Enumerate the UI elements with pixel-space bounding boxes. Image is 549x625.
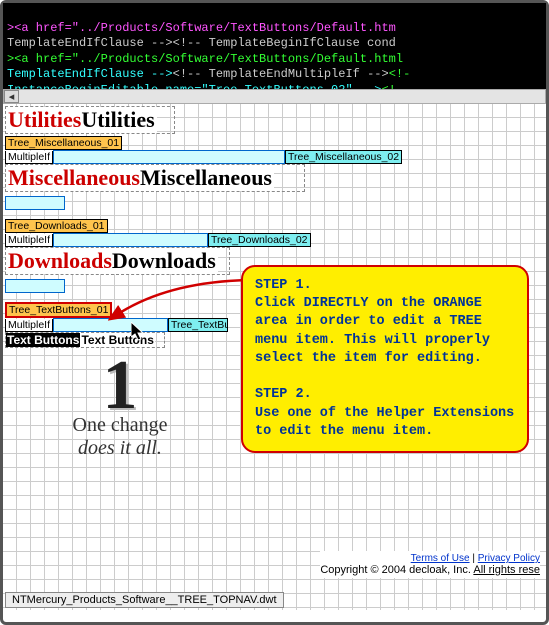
- copyright-text: Copyright © 2004 decloak, Inc.: [320, 564, 473, 576]
- tag-tree-downloads-01[interactable]: Tree_Downloads_01: [5, 219, 108, 233]
- multipleif-label: MultipleIf: [5, 151, 53, 164]
- instruction-callout: STEP 1. Click DIRECTLY on the ORANGE are…: [241, 265, 529, 453]
- code-line-5a: InstanceBeginEditable name="Tree_TextBut…: [7, 83, 381, 89]
- step1-body: Click DIRECTLY on the ORANGE area in ord…: [255, 295, 515, 368]
- textbuttons-selected[interactable]: Text Buttons: [6, 333, 80, 347]
- heading-utilities: UtilitiesUtilities: [6, 107, 157, 133]
- textbuttons-unselected: Text Buttons: [80, 333, 154, 347]
- step2-title: STEP 2.: [255, 386, 515, 404]
- terms-link[interactable]: Terms of Use: [411, 553, 470, 564]
- heading-downloads: DownloadsDownloads: [6, 248, 218, 274]
- code-line-2: TemplateEndIfClause --><!-- TemplateBegi…: [7, 36, 396, 50]
- code-line-5b: <!---: [381, 83, 417, 89]
- rights-text: All rights rese: [473, 564, 540, 576]
- tag-tree-textbuttons-01[interactable]: Tree_TextButtons_01: [5, 302, 112, 318]
- heading-miscellaneous: MiscellaneousMiscellaneous: [6, 165, 274, 191]
- code-line-4a: TemplateEndIfClause -->: [7, 67, 173, 81]
- footer: Terms of Use | Privacy Policy Copyright …: [320, 551, 540, 578]
- step1-title: STEP 1.: [255, 277, 515, 295]
- document-tab[interactable]: NTMercury_Products_Software__TREE_TOPNAV…: [5, 592, 284, 608]
- code-line-4c: <!-: [389, 67, 411, 81]
- privacy-link[interactable]: Privacy Policy: [478, 553, 540, 564]
- code-line-1: ><a href="../Products/Software/TextButto…: [7, 21, 396, 35]
- tag-tree-textbuttons-02[interactable]: Tree_TextButtons_02: [168, 318, 228, 332]
- tag-tree-downloads-02[interactable]: Tree_Downloads_02: [208, 233, 311, 247]
- scroll-left-arrow[interactable]: ◂: [4, 90, 19, 103]
- promo-one-change: 1 One change does it all.: [5, 358, 235, 460]
- multipleif-label-3: MultipleIf: [5, 319, 53, 332]
- code-line-3: ><a href="../Products/Software/TextButto…: [7, 52, 403, 66]
- tag-tree-miscellaneous-01[interactable]: Tree_Miscellaneous_01: [5, 136, 122, 150]
- code-line-4b: <!-- TemplateEndMultipleIf -->: [173, 67, 389, 81]
- horizontal-scrollbar[interactable]: ◂: [3, 89, 546, 104]
- code-editor[interactable]: ><a href="../Products/Software/TextButto…: [3, 3, 546, 89]
- tag-tree-miscellaneous-02[interactable]: Tree_Miscellaneous_02: [285, 150, 402, 164]
- design-view[interactable]: UtilitiesUtilities Tree_Miscellaneous_01…: [3, 104, 546, 610]
- multipleif-label-2: MultipleIf: [5, 234, 53, 247]
- step2-body: Use one of the Helper Extensions to edit…: [255, 405, 515, 441]
